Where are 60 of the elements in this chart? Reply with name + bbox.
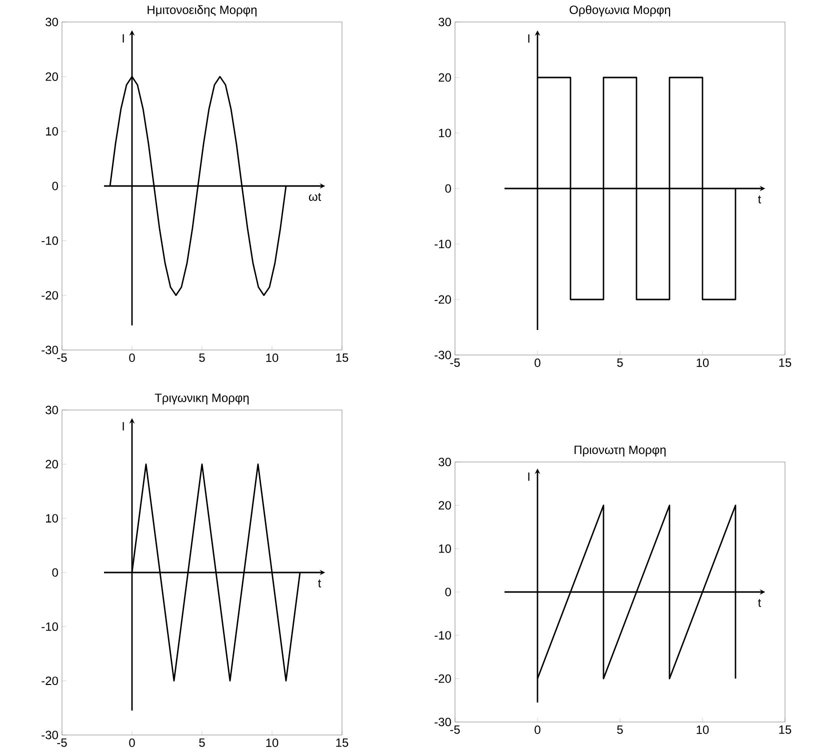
y-tick-label: 20 xyxy=(46,72,58,81)
y-tick-label: 20 xyxy=(46,460,58,468)
y-tick-label: -10 xyxy=(434,631,452,640)
x-tick-label: 5 xyxy=(617,358,623,367)
y-tick-label: 0 xyxy=(445,588,452,596)
x-tick-label: 10 xyxy=(696,358,709,368)
legend-label: t xyxy=(758,599,762,607)
x-tick-label: 5 xyxy=(199,738,205,747)
x-tick-label: 15 xyxy=(779,726,792,734)
x-tick-label: 5 xyxy=(199,354,205,362)
x-tick-label: 0 xyxy=(534,726,540,734)
ref-line-label: I xyxy=(122,34,124,42)
y-tick-label: 10 xyxy=(46,127,58,136)
x-tick-label: 10 xyxy=(266,738,278,748)
x-tick-label: 0 xyxy=(534,358,540,368)
chart-title: Πριονωτη Μορφη xyxy=(574,446,666,456)
y-tick-label: 0 xyxy=(52,568,58,577)
y-tick-label: 30 xyxy=(438,18,452,26)
x-tick-label: 0 xyxy=(129,738,135,748)
y-tick-label: 20 xyxy=(438,73,452,82)
y-tick-label: 0 xyxy=(445,184,452,193)
ref-line-label: I xyxy=(528,472,530,481)
x-tick-label: 5 xyxy=(617,726,623,734)
y-tick-label: -30 xyxy=(434,718,452,726)
x-tick-label: 15 xyxy=(336,738,348,747)
y-tick-label: 30 xyxy=(46,18,58,26)
legend-label: t xyxy=(318,580,322,588)
y-tick-label: -10 xyxy=(42,236,58,245)
chart-title: Τριγωνικη Μορφη xyxy=(154,394,249,404)
y-tick-label: -30 xyxy=(42,730,58,740)
y-tick-label: -20 xyxy=(434,295,452,304)
chart-title: Ορθογωνια Μορφη xyxy=(570,5,670,16)
x-tick-label: 0 xyxy=(129,354,135,362)
y-tick-label: -30 xyxy=(434,350,452,360)
legend-label: t xyxy=(758,196,762,204)
y-tick-label: -10 xyxy=(42,622,58,631)
chart-title: Ημιτονοειδης Μορφη xyxy=(148,5,257,16)
ref-line-label: I xyxy=(528,34,530,43)
x-tick-label: 10 xyxy=(696,726,709,734)
y-tick-label: -20 xyxy=(434,674,452,683)
y-tick-label: 30 xyxy=(438,458,452,466)
x-tick-label: -5 xyxy=(450,358,460,367)
y-tick-label: 10 xyxy=(46,514,58,523)
ref-line-label: I xyxy=(122,422,124,430)
legend-label: ωt xyxy=(308,193,322,201)
y-tick-label: 10 xyxy=(439,544,452,553)
y-tick-label: -30 xyxy=(42,346,58,354)
y-tick-label: 10 xyxy=(439,128,452,138)
x-tick-label: -5 xyxy=(450,726,460,734)
y-tick-label: 20 xyxy=(438,501,452,510)
x-tick-label: 10 xyxy=(266,354,278,362)
y-tick-label: 0 xyxy=(52,182,58,190)
y-tick-label: -10 xyxy=(434,240,452,248)
y-tick-label: 30 xyxy=(46,406,58,414)
x-tick-label: -5 xyxy=(57,354,67,362)
y-tick-label: -20 xyxy=(42,291,58,300)
x-tick-label: 15 xyxy=(336,354,348,362)
y-tick-label: -20 xyxy=(42,676,58,686)
x-tick-label: -5 xyxy=(57,738,67,747)
x-tick-label: 15 xyxy=(779,358,792,367)
